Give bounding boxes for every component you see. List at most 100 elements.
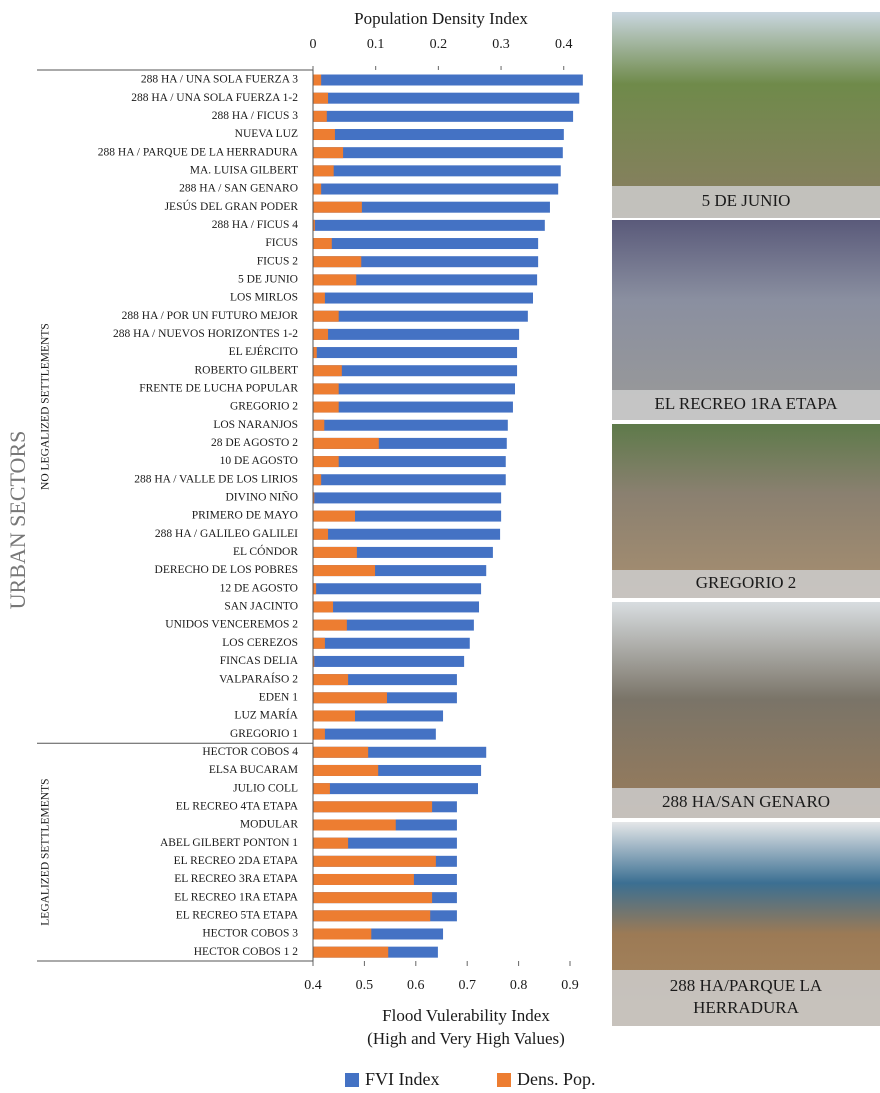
x2-tick-label: 0.2 bbox=[430, 37, 448, 52]
legend-label: Dens. Pop. bbox=[517, 1069, 596, 1089]
y-tick-label: PRIMERO DE MAYO bbox=[192, 510, 298, 522]
bar bbox=[313, 274, 538, 286]
bar bbox=[313, 365, 342, 377]
y-tick-label: MA. LUISA GILBERT bbox=[190, 164, 298, 176]
bar bbox=[313, 456, 506, 468]
bar bbox=[313, 746, 487, 758]
bar bbox=[313, 274, 357, 286]
y-tick-label: UNIDOS VENCEREMOS 2 bbox=[165, 619, 298, 631]
bar bbox=[313, 165, 561, 177]
y-tick-label: EL RECREO 3RA ETAPA bbox=[174, 873, 298, 885]
photo-caption: HERRADURA bbox=[693, 998, 800, 1017]
bar bbox=[313, 347, 317, 359]
bar bbox=[313, 74, 583, 86]
bar bbox=[313, 528, 329, 540]
photo bbox=[612, 12, 880, 218]
y-tick-label: HECTOR COBOS 1 2 bbox=[194, 946, 299, 958]
bar bbox=[313, 492, 502, 504]
group-label: LEGALIZED SETTLEMENTS bbox=[40, 778, 52, 925]
bar bbox=[313, 92, 580, 104]
y-tick-label: 5 DE JUNIO bbox=[238, 274, 298, 286]
bar bbox=[313, 746, 369, 758]
y-tick-label: 288 HA / POR UN FUTURO MEJOR bbox=[122, 310, 299, 322]
bar bbox=[313, 674, 349, 686]
bar bbox=[313, 238, 332, 250]
y-tick-label: EL EJÉRCITO bbox=[229, 344, 298, 358]
photo bbox=[612, 424, 880, 598]
bar bbox=[313, 129, 335, 141]
bar bbox=[313, 837, 349, 849]
bar bbox=[313, 892, 433, 904]
y-tick-label: 288 HA / VALLE DE LOS LIRIOS bbox=[134, 473, 298, 485]
y-tick-label: GREGORIO 2 bbox=[230, 401, 298, 413]
legend-swatch bbox=[345, 1073, 359, 1087]
photo bbox=[612, 220, 880, 420]
bar bbox=[313, 510, 355, 522]
y-tick-label: HECTOR COBOS 3 bbox=[202, 928, 298, 940]
y-tick-label: FRENTE DE LUCHA POPULAR bbox=[139, 383, 298, 395]
bar bbox=[313, 219, 315, 231]
bar bbox=[313, 292, 533, 304]
bar bbox=[313, 129, 564, 141]
bar bbox=[313, 728, 436, 740]
y-tick-label: EL CÓNDOR bbox=[233, 544, 298, 558]
y-tick-label: EL RECREO 2DA ETAPA bbox=[174, 855, 299, 867]
x-tick-label: 0.6 bbox=[407, 978, 425, 993]
bar bbox=[313, 238, 539, 250]
y-tick-label: EL RECREO 4TA ETAPA bbox=[176, 800, 299, 812]
bar bbox=[313, 783, 330, 795]
y-tick-label: 28 DE AGOSTO 2 bbox=[211, 437, 298, 449]
y-tick-label: ROBERTO GILBERT bbox=[194, 364, 298, 376]
bar bbox=[313, 292, 325, 304]
photo bbox=[612, 602, 880, 818]
y-tick-label: JULIO COLL bbox=[233, 782, 298, 794]
bar bbox=[313, 565, 376, 577]
y-tick-label: VALPARAÍSO 2 bbox=[219, 671, 298, 685]
bar bbox=[313, 819, 396, 831]
caption-band bbox=[612, 186, 880, 218]
y-tick-label: 12 DE AGOSTO bbox=[220, 582, 298, 594]
bar bbox=[313, 546, 493, 558]
bar bbox=[313, 764, 482, 776]
y-tick-label: FICUS bbox=[265, 237, 298, 249]
bar bbox=[313, 674, 457, 686]
bar bbox=[313, 92, 329, 104]
y-tick-label: ELSA BUCARAM bbox=[209, 764, 298, 776]
bar bbox=[313, 328, 329, 340]
x2-tick-label: 0 bbox=[310, 37, 317, 52]
bar bbox=[313, 601, 480, 613]
x2-tick-label: 0.3 bbox=[492, 37, 510, 52]
y-tick-label: SAN JACINTO bbox=[224, 601, 298, 613]
y-tick-label: MODULAR bbox=[240, 819, 298, 831]
y-tick-label: JESÚS DEL GRAN PODER bbox=[165, 199, 299, 213]
bar bbox=[313, 655, 465, 667]
bar bbox=[313, 474, 506, 486]
x2-tick-label: 0.4 bbox=[555, 37, 573, 52]
bar bbox=[313, 928, 444, 940]
caption-band bbox=[612, 570, 880, 598]
bar bbox=[313, 401, 339, 413]
bar bbox=[313, 946, 389, 958]
photo-caption: 288 HA/PARQUE LA bbox=[670, 976, 823, 995]
bar bbox=[313, 201, 362, 213]
legend-label: FVI Index bbox=[365, 1069, 440, 1089]
bar bbox=[313, 110, 327, 122]
y-tick-label: 288 HA / FICUS 3 bbox=[212, 110, 299, 122]
group-label: NO LEGALIZED SETTLEMENTS bbox=[40, 323, 52, 490]
bar bbox=[313, 583, 317, 595]
caption-band bbox=[612, 970, 880, 1026]
x2-tick-label: 0.1 bbox=[367, 37, 385, 52]
bar bbox=[313, 783, 478, 795]
bar bbox=[313, 910, 431, 922]
bar bbox=[313, 383, 516, 395]
x-axis-title: Flood Vulerability Index bbox=[382, 1006, 550, 1025]
bar bbox=[313, 310, 339, 322]
bar bbox=[313, 855, 436, 867]
x2-axis-title: Population Density Index bbox=[354, 9, 528, 28]
y-tick-label: ABEL GILBERT PONTON 1 bbox=[160, 837, 298, 849]
x-tick-label: 0.4 bbox=[304, 978, 322, 993]
y-axis-title: URBAN SECTORS bbox=[5, 431, 30, 610]
y-tick-label: 288 HA / FICUS 4 bbox=[212, 219, 299, 231]
y-tick-label: LOS NARANJOS bbox=[213, 419, 298, 431]
y-tick-label: DERECHO DE LOS POBRES bbox=[155, 564, 298, 576]
